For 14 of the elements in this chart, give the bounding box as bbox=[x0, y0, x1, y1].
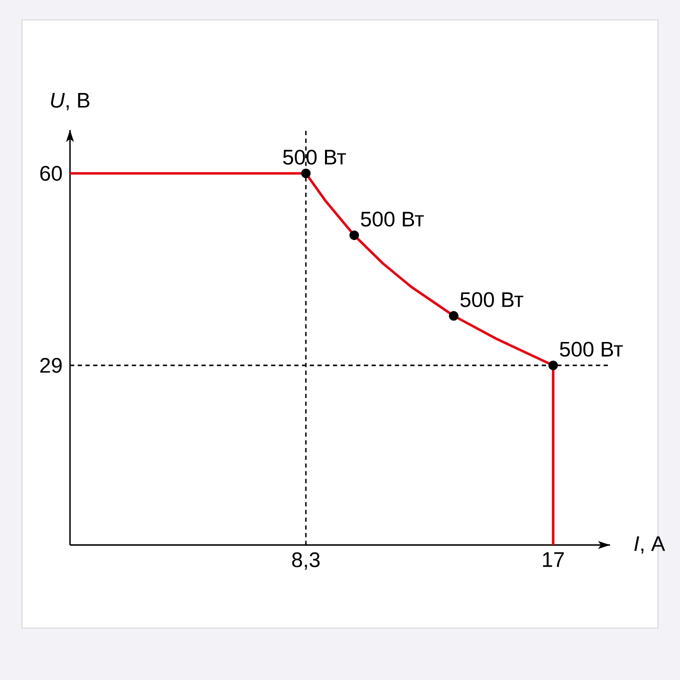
annotation: 500 Вт bbox=[560, 342, 623, 357]
y-tick-label: 29 bbox=[40, 358, 62, 373]
x-axis-title: I, А bbox=[634, 536, 666, 554]
annotation: 500 Вт bbox=[283, 150, 346, 165]
point bbox=[448, 311, 458, 321]
annotation: 500 Вт bbox=[460, 292, 524, 308]
point bbox=[301, 168, 311, 178]
x-tick-label: 8,3 bbox=[292, 552, 320, 570]
point bbox=[548, 360, 558, 370]
point bbox=[349, 230, 359, 240]
y-axis-title: U, В bbox=[51, 93, 90, 110]
y-tick-label: 60 bbox=[40, 166, 62, 181]
annotation: 500 Вт bbox=[360, 212, 424, 227]
x-tick-label: 17 bbox=[543, 552, 564, 567]
